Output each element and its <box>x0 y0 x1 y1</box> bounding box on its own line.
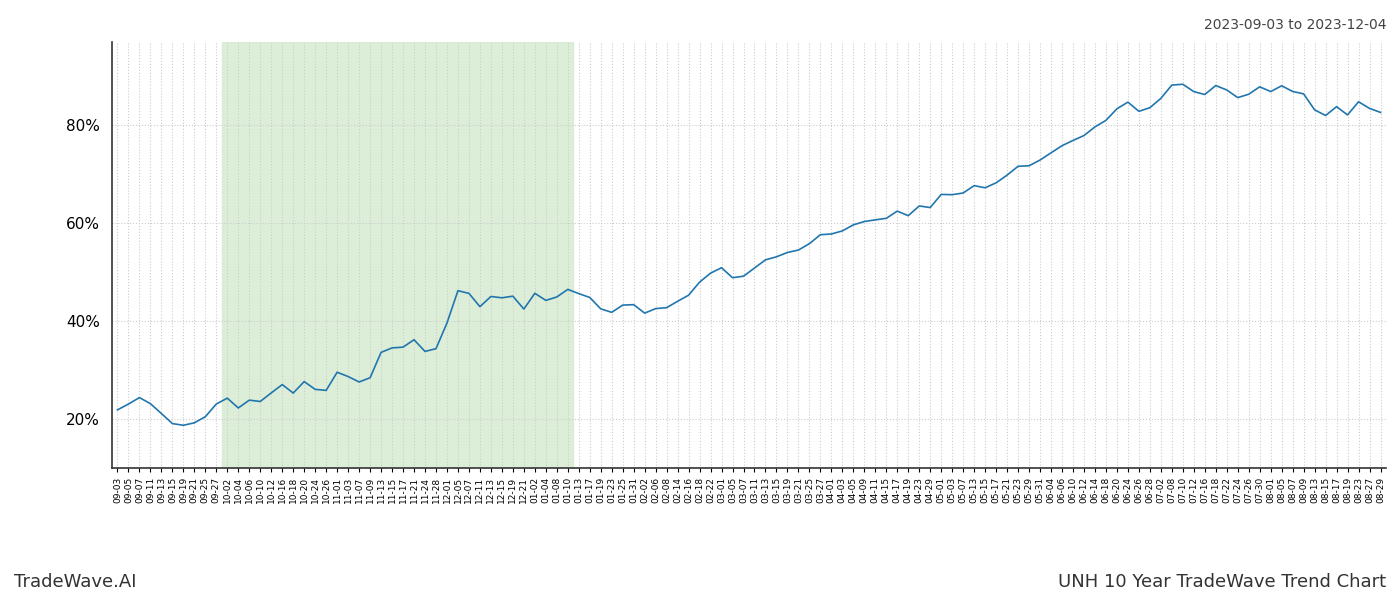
Bar <box>221 42 573 468</box>
Text: UNH 10 Year TradeWave Trend Chart: UNH 10 Year TradeWave Trend Chart <box>1058 573 1386 591</box>
Text: 2023-09-03 to 2023-12-04: 2023-09-03 to 2023-12-04 <box>1204 18 1386 32</box>
Text: TradeWave.AI: TradeWave.AI <box>14 573 137 591</box>
